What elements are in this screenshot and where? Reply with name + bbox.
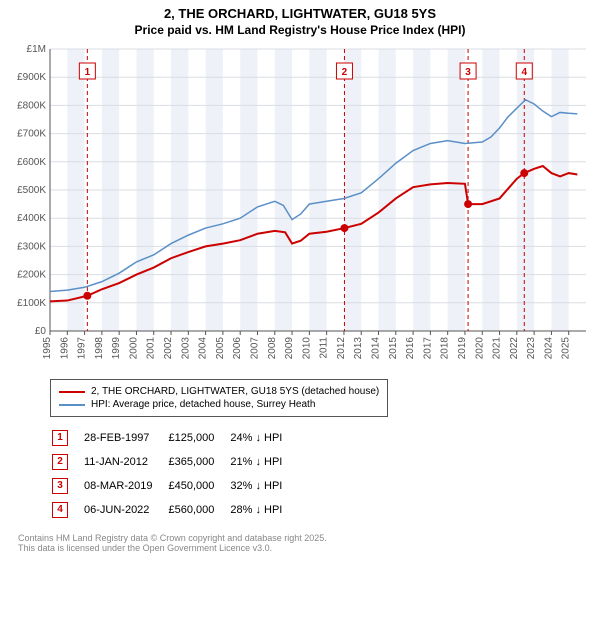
- svg-text:1998: 1998: [94, 337, 105, 360]
- price-chart: £0 £100K £200K £300K £400K £500K £600K £700K £80…: [6, 43, 594, 373]
- legend-label: 2, THE ORCHARD, LIGHTWATER, GU18 5YS (de…: [91, 386, 379, 397]
- chart-title-line2: Price paid vs. HM Land Registry's House …: [6, 23, 594, 37]
- event-price: £560,000: [168, 499, 228, 521]
- event-date: 28-FEB-1997: [84, 427, 166, 449]
- svg-text:2017: 2017: [422, 337, 433, 360]
- event-price: £125,000: [168, 427, 228, 449]
- legend-row: HPI: Average price, detached house, Surr…: [59, 399, 379, 410]
- svg-text:2018: 2018: [440, 337, 451, 360]
- svg-text:2002: 2002: [163, 337, 174, 360]
- svg-text:2001: 2001: [146, 337, 157, 360]
- svg-text:2: 2: [342, 67, 348, 78]
- svg-text:£100K: £100K: [17, 298, 46, 309]
- svg-text:2004: 2004: [198, 337, 209, 360]
- svg-text:2015: 2015: [388, 337, 399, 360]
- legend-label: HPI: Average price, detached house, Surr…: [91, 399, 315, 410]
- svg-text:2000: 2000: [128, 337, 139, 360]
- svg-text:£800K: £800K: [17, 100, 46, 111]
- event-badge: 4: [52, 502, 68, 518]
- svg-text:2019: 2019: [457, 337, 468, 360]
- event-badge: 3: [52, 478, 68, 494]
- svg-text:£700K: £700K: [17, 129, 46, 140]
- event-price: £365,000: [168, 451, 228, 473]
- footer-line2: This data is licensed under the Open Gov…: [18, 543, 594, 553]
- svg-text:£400K: £400K: [17, 213, 46, 224]
- svg-text:2009: 2009: [284, 337, 295, 360]
- chart-title-line1: 2, THE ORCHARD, LIGHTWATER, GU18 5YS: [6, 6, 594, 21]
- chart-svg: £0 £100K £200K £300K £400K £500K £600K £700K £80…: [6, 43, 594, 373]
- svg-text:1996: 1996: [59, 337, 70, 360]
- event-badge: 1: [52, 430, 68, 446]
- svg-text:2008: 2008: [267, 337, 278, 360]
- svg-text:3: 3: [465, 67, 471, 78]
- svg-text:2022: 2022: [509, 337, 520, 360]
- chart-legend: 2, THE ORCHARD, LIGHTWATER, GU18 5YS (de…: [50, 379, 388, 417]
- legend-swatch: [59, 404, 85, 406]
- svg-text:2024: 2024: [543, 337, 554, 360]
- event-date: 06-JUN-2022: [84, 499, 166, 521]
- event-note: 32% ↓ HPI: [230, 475, 296, 497]
- event-row: 4 06-JUN-2022£560,00028% ↓ HPI: [52, 499, 296, 521]
- footer-line1: Contains HM Land Registry data © Crown c…: [18, 533, 594, 543]
- svg-text:2011: 2011: [319, 337, 330, 359]
- svg-text:2010: 2010: [301, 337, 312, 360]
- event-note: 24% ↓ HPI: [230, 427, 296, 449]
- event-price: £450,000: [168, 475, 228, 497]
- svg-text:2016: 2016: [405, 337, 416, 360]
- svg-text:£900K: £900K: [17, 72, 46, 83]
- svg-text:1997: 1997: [77, 337, 88, 360]
- svg-text:£600K: £600K: [17, 157, 46, 168]
- event-row: 3 08-MAR-2019£450,00032% ↓ HPI: [52, 475, 296, 497]
- event-date: 11-JAN-2012: [84, 451, 166, 473]
- event-row: 1 28-FEB-1997£125,00024% ↓ HPI: [52, 427, 296, 449]
- event-note: 21% ↓ HPI: [230, 451, 296, 473]
- svg-text:1995: 1995: [42, 337, 53, 360]
- svg-text:2021: 2021: [492, 337, 503, 360]
- svg-text:2023: 2023: [526, 337, 537, 360]
- svg-text:£200K: £200K: [17, 270, 46, 281]
- event-date: 08-MAR-2019: [84, 475, 166, 497]
- event-note: 28% ↓ HPI: [230, 499, 296, 521]
- footer-attribution: Contains HM Land Registry data © Crown c…: [18, 533, 594, 553]
- svg-text:4: 4: [521, 67, 527, 78]
- svg-text:2005: 2005: [215, 337, 226, 360]
- svg-text:2020: 2020: [474, 337, 485, 360]
- events-table: 1 28-FEB-1997£125,00024% ↓ HPI 2 11-JAN-201…: [50, 425, 298, 523]
- svg-text:£0: £0: [35, 326, 47, 337]
- legend-row: 2, THE ORCHARD, LIGHTWATER, GU18 5YS (de…: [59, 386, 379, 397]
- svg-text:2007: 2007: [249, 337, 260, 360]
- svg-text:2025: 2025: [561, 337, 572, 360]
- svg-text:1: 1: [85, 67, 91, 78]
- svg-text:2014: 2014: [371, 337, 382, 360]
- svg-text:2006: 2006: [232, 337, 243, 360]
- svg-text:2013: 2013: [353, 337, 364, 360]
- svg-text:£500K: £500K: [17, 185, 46, 196]
- svg-text:2003: 2003: [180, 337, 191, 360]
- event-badge: 2: [52, 454, 68, 470]
- svg-text:2012: 2012: [336, 337, 347, 360]
- svg-text:1999: 1999: [111, 337, 122, 360]
- legend-swatch: [59, 391, 85, 393]
- svg-text:£300K: £300K: [17, 241, 46, 252]
- svg-text:£1M: £1M: [27, 44, 46, 55]
- event-row: 2 11-JAN-2012£365,00021% ↓ HPI: [52, 451, 296, 473]
